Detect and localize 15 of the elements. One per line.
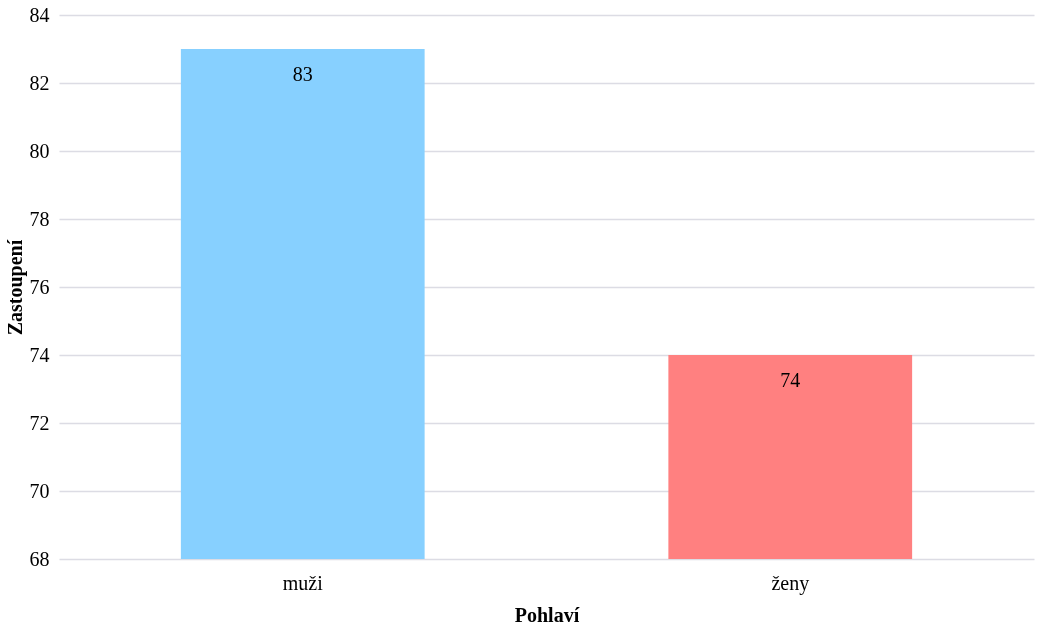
y-tick-label: 82 bbox=[29, 71, 50, 94]
y-tick-label: 74 bbox=[29, 343, 50, 366]
data-label: 74 bbox=[780, 369, 801, 391]
x-tick-label: muži bbox=[282, 571, 324, 594]
y-axis-title: Zastoupení bbox=[3, 239, 27, 336]
y-tick-label: 76 bbox=[29, 275, 50, 298]
x-tick-label: ženy bbox=[771, 571, 810, 595]
y-tick-label: 78 bbox=[29, 207, 50, 230]
data-label: 83 bbox=[292, 63, 313, 85]
x-axis-title: Pohlaví bbox=[514, 603, 580, 626]
y-tick-label: 72 bbox=[29, 411, 50, 434]
y-tick-label: 84 bbox=[29, 3, 50, 26]
y-tick-label: 68 bbox=[29, 547, 50, 570]
y-tick-label: 70 bbox=[29, 479, 50, 502]
y-tick-label: 80 bbox=[29, 139, 50, 162]
